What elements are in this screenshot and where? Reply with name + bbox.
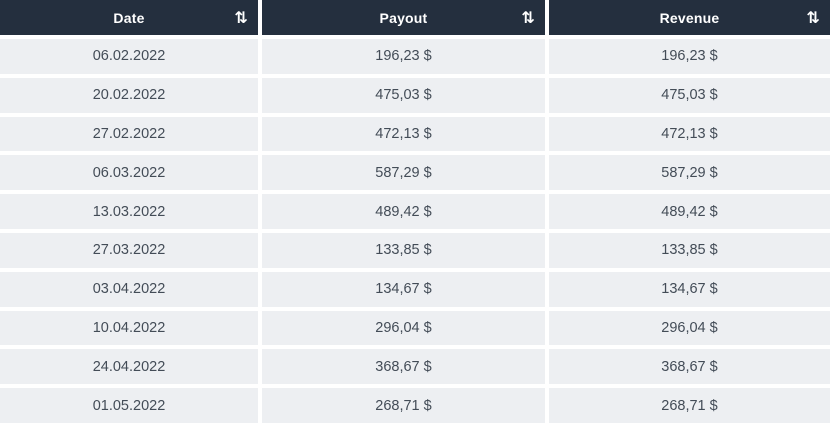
revenue-cell: 489,42 $	[549, 194, 830, 229]
payout-cell: 134,67 $	[262, 271, 545, 307]
date-cell: 03.04.2022	[0, 271, 258, 307]
revenue-cell: 268,71 $	[549, 388, 830, 423]
column-header-payout-label: Payout	[379, 9, 428, 26]
payout-cell: 368,67 $	[262, 349, 545, 385]
date-cell: 27.03.2022	[0, 232, 258, 268]
revenue-cell: 196,23 $	[549, 39, 830, 74]
payout-cell: 475,03 $	[262, 77, 545, 113]
payout-cell: 196,23 $	[262, 39, 545, 74]
column-header-payout[interactable]: Payout ⇅	[262, 0, 545, 35]
column-header-revenue[interactable]: Revenue ⇅	[549, 0, 830, 35]
date-cell: 24.04.2022	[0, 349, 258, 385]
revenue-cell: 587,29 $	[549, 155, 830, 191]
payout-cell: 587,29 $	[262, 155, 545, 191]
column-header-date[interactable]: Date ⇅	[0, 0, 258, 35]
date-cell: 01.05.2022	[0, 388, 258, 423]
date-cell: 13.03.2022	[0, 194, 258, 229]
revenue-cell: 475,03 $	[549, 77, 830, 113]
revenue-cell: 472,13 $	[549, 116, 830, 152]
payout-cell: 489,42 $	[262, 194, 545, 229]
date-cell: 06.03.2022	[0, 155, 258, 191]
payout-cell: 472,13 $	[262, 116, 545, 152]
payout-cell: 133,85 $	[262, 232, 545, 268]
column-header-revenue-label: Revenue	[659, 9, 720, 26]
revenue-cell: 134,67 $	[549, 271, 830, 307]
payout-cell: 296,04 $	[262, 310, 545, 346]
date-cell: 20.02.2022	[0, 77, 258, 113]
date-cell: 06.02.2022	[0, 39, 258, 74]
revenue-cell: 133,85 $	[549, 232, 830, 268]
column-header-date-label: Date	[113, 9, 145, 26]
revenue-cell: 296,04 $	[549, 310, 830, 346]
date-cell: 27.02.2022	[0, 116, 258, 152]
date-cell: 10.04.2022	[0, 310, 258, 346]
revenue-cell: 368,67 $	[549, 349, 830, 385]
payout-cell: 268,71 $	[262, 388, 545, 423]
sort-icon[interactable]: ⇅	[234, 7, 248, 27]
sort-icon[interactable]: ⇅	[806, 7, 820, 27]
sort-icon[interactable]: ⇅	[521, 7, 535, 27]
